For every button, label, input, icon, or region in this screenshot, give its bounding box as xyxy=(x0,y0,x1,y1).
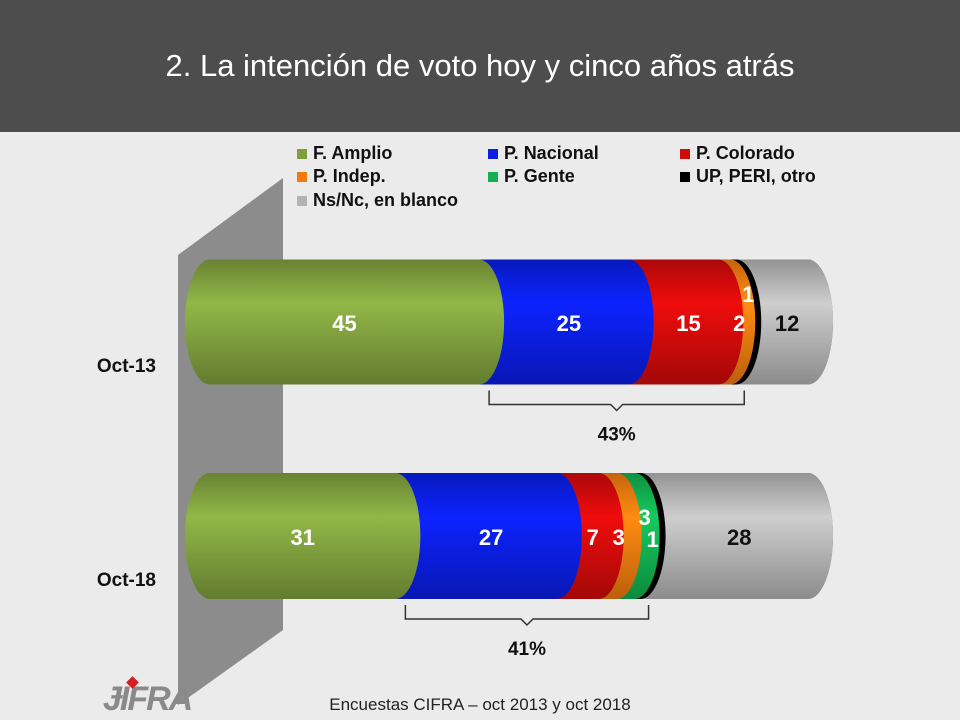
value-label: 1 xyxy=(646,527,658,552)
legend-label: P. Nacional xyxy=(504,143,599,163)
bracket-label: 43% xyxy=(598,425,636,446)
bar-segment-f-amplio xyxy=(185,473,421,599)
legend-item: P. Nacional xyxy=(488,143,599,164)
slide-title: 2. La intención de voto hoy y cinco años… xyxy=(165,48,795,83)
bar-segment-p-nacional xyxy=(370,473,582,599)
sum-bracket xyxy=(488,390,745,412)
legend-item: Ns/Nc, en blanco xyxy=(297,190,458,211)
value-label: 3 xyxy=(638,505,650,530)
value-label: 12 xyxy=(775,311,799,336)
legend-label: P. Indep. xyxy=(313,166,386,186)
chart-back-wall xyxy=(178,178,283,705)
bar-segment-ns-nc-en-blanco xyxy=(615,473,833,599)
legend-item: P. Colorado xyxy=(680,143,795,164)
cifra-logo: ɈIFRA xyxy=(103,680,193,718)
legend-swatch xyxy=(680,148,690,159)
value-label: 15 xyxy=(676,311,700,336)
value-label: 25 xyxy=(557,311,581,336)
header-bar: 2. La intención de voto hoy y cinco años… xyxy=(0,0,960,132)
legend-swatch xyxy=(488,171,498,182)
value-label: 31 xyxy=(290,525,314,550)
bar-start-cap xyxy=(185,259,235,385)
value-label: 1 xyxy=(742,282,754,307)
category-label: Oct-13 xyxy=(97,356,156,377)
value-label: 2 xyxy=(733,311,745,336)
bracket-label: 41% xyxy=(508,639,546,660)
legend-label: P. Colorado xyxy=(696,143,795,163)
legend-swatch xyxy=(297,171,307,182)
value-label: 28 xyxy=(727,525,751,550)
value-label: 7 xyxy=(587,525,599,550)
legend-label: UP, PERI, otro xyxy=(696,166,816,186)
legend-item: P. Gente xyxy=(488,166,575,187)
bar-segment-f-amplio xyxy=(184,259,505,385)
legend-swatch xyxy=(488,148,498,159)
value-label: 45 xyxy=(332,311,356,336)
legend-item: P. Indep. xyxy=(297,166,386,187)
chart-legend: F. Amplio P. Nacional P. Colorado P. Indep.… xyxy=(0,0,960,220)
legend-label: P. Gente xyxy=(504,166,575,186)
legend-item: UP, PERI, otro xyxy=(680,166,816,187)
value-label: 3 xyxy=(613,525,625,550)
category-label: Oct-18 xyxy=(97,570,156,591)
bar-start-cap xyxy=(185,473,235,599)
sum-bracket xyxy=(404,605,650,627)
legend-label: Ns/Nc, en blanco xyxy=(313,190,459,210)
source-footer: Encuestas CIFRA – oct 2013 y oct 2018 xyxy=(329,695,631,714)
legend-swatch xyxy=(297,195,307,206)
legend-swatch xyxy=(680,171,690,182)
legend-swatch xyxy=(297,148,307,159)
bar-segment-p-nacional xyxy=(454,259,654,385)
value-label: 27 xyxy=(479,525,503,550)
legend-label: F. Amplio xyxy=(313,143,393,163)
legend-item: F. Amplio xyxy=(297,143,392,164)
